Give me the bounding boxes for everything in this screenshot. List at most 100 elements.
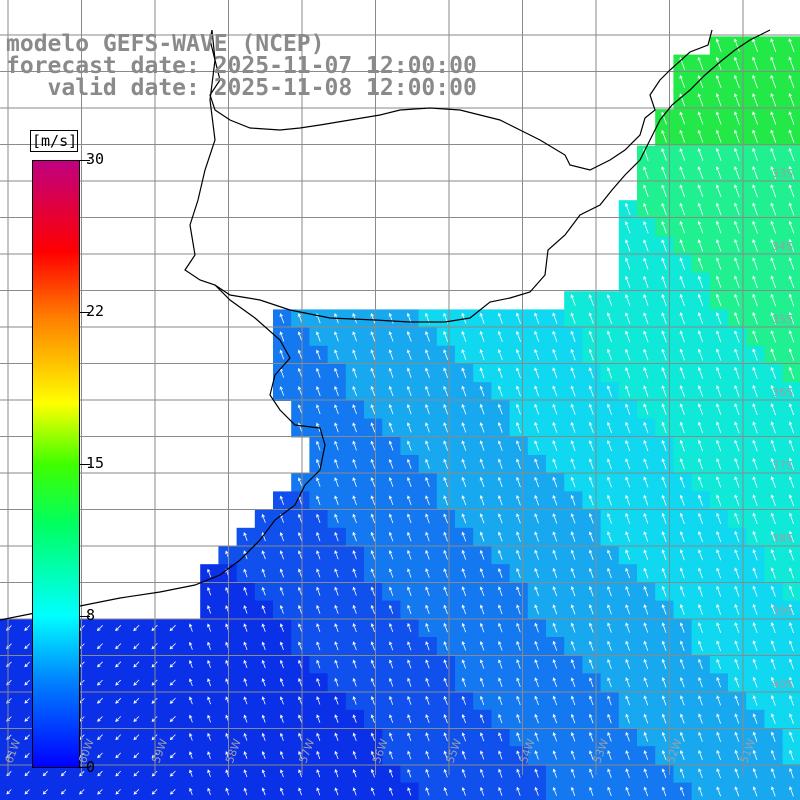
wind-cell bbox=[782, 582, 800, 602]
wind-arrow bbox=[189, 714, 193, 723]
wind-arrow bbox=[661, 750, 667, 760]
wind-cell bbox=[200, 782, 219, 800]
wind-arrow bbox=[570, 659, 576, 669]
wind-arrow bbox=[406, 367, 412, 379]
wind-arrow bbox=[480, 750, 485, 760]
wind-arrow bbox=[679, 293, 685, 307]
wind-arrow bbox=[388, 331, 394, 342]
wind-arrow bbox=[443, 330, 449, 342]
wind-arrow bbox=[607, 586, 612, 597]
wind-arrow bbox=[169, 643, 176, 650]
wind-arrow bbox=[169, 697, 176, 704]
wind-arrow bbox=[570, 640, 576, 651]
wind-arrow bbox=[261, 751, 266, 759]
wind-arrow bbox=[133, 643, 140, 650]
wind-arrow bbox=[389, 714, 394, 723]
wind-arrow bbox=[388, 531, 394, 542]
wind-cell bbox=[109, 673, 128, 693]
wind-arrow bbox=[698, 640, 703, 652]
wind-arrow bbox=[406, 331, 412, 342]
wind-arrow bbox=[625, 257, 631, 270]
wind-arrow bbox=[552, 732, 558, 742]
wind-cell bbox=[782, 709, 800, 729]
wind-arrow bbox=[534, 640, 539, 651]
wind-arrow bbox=[461, 476, 467, 488]
wind-arrow bbox=[279, 386, 285, 396]
wind-arrow bbox=[643, 348, 649, 361]
wind-arrow bbox=[770, 330, 776, 343]
wind-arrow bbox=[279, 495, 284, 505]
wind-cell bbox=[691, 782, 711, 800]
wind-arrow bbox=[770, 220, 777, 234]
wind-arrow bbox=[716, 640, 722, 652]
wind-arrow bbox=[570, 348, 576, 361]
wind-arrow bbox=[261, 714, 266, 723]
wind-arrow bbox=[788, 311, 795, 325]
wind-arrow bbox=[606, 330, 612, 343]
wind-arrow bbox=[498, 768, 503, 778]
wind-cell bbox=[782, 746, 800, 765]
wind-cell bbox=[709, 782, 729, 800]
wind-arrow bbox=[461, 677, 466, 687]
wind-arrow bbox=[279, 586, 284, 596]
wind-arrow bbox=[752, 293, 758, 307]
wind-arrow bbox=[625, 202, 631, 216]
wind-arrow bbox=[425, 404, 430, 415]
wind-arrow bbox=[715, 166, 722, 180]
wind-arrow bbox=[534, 494, 539, 506]
wind-arrow bbox=[643, 439, 649, 452]
wind-arrow bbox=[516, 312, 521, 324]
wind-arrow bbox=[24, 771, 30, 777]
wind-arrow bbox=[60, 770, 67, 777]
wind-arrow bbox=[607, 768, 612, 778]
wind-arrow bbox=[643, 385, 649, 397]
wind-arrow bbox=[279, 568, 284, 578]
wind-arrow bbox=[261, 678, 266, 687]
wind-arrow bbox=[479, 349, 485, 361]
wind-arrow bbox=[607, 640, 612, 651]
wind-arrow bbox=[425, 768, 430, 778]
wind-arrow bbox=[516, 385, 521, 397]
wind-arrow bbox=[425, 750, 430, 760]
wind-arrow bbox=[588, 312, 594, 324]
wind-arrow bbox=[225, 787, 230, 796]
wind-arrow bbox=[443, 659, 448, 669]
wind-arrow bbox=[643, 658, 649, 670]
wind-arrow bbox=[443, 531, 448, 542]
wind-arrow bbox=[207, 586, 212, 596]
wind-cell bbox=[782, 163, 800, 183]
wind-arrow bbox=[716, 695, 721, 706]
wind-arrow bbox=[789, 622, 794, 634]
wind-arrow bbox=[788, 93, 795, 107]
wind-arrow bbox=[643, 512, 649, 524]
wind-arrow bbox=[752, 257, 758, 270]
wind-arrow bbox=[734, 512, 740, 525]
wind-arrow bbox=[461, 568, 467, 578]
wind-arrow bbox=[479, 458, 485, 469]
wind-arrow bbox=[625, 348, 631, 361]
wind-arrow bbox=[734, 768, 740, 779]
wind-cell bbox=[782, 600, 800, 620]
wind-arrow bbox=[406, 385, 412, 397]
wind-arrow bbox=[679, 202, 685, 216]
wind-arrow bbox=[770, 257, 777, 270]
wind-arrow bbox=[716, 293, 722, 307]
wind-arrow bbox=[716, 439, 722, 452]
wind-arrow bbox=[643, 184, 649, 198]
wind-arrow bbox=[716, 531, 722, 543]
wind-arrow bbox=[661, 385, 667, 397]
wind-arrow bbox=[388, 422, 394, 433]
wind-arrow bbox=[425, 549, 430, 560]
wind-arrow bbox=[133, 697, 140, 704]
wind-arrow bbox=[279, 714, 284, 723]
colorbar-unit: [m/s] bbox=[32, 132, 78, 150]
wind-arrow bbox=[698, 768, 703, 779]
wind-arrow bbox=[570, 494, 576, 506]
wind-cell bbox=[273, 782, 292, 800]
wind-arrow bbox=[752, 786, 758, 797]
wind-arrow bbox=[97, 716, 103, 722]
wind-arrow bbox=[570, 531, 576, 542]
wind-arrow bbox=[552, 604, 558, 615]
wind-arrow bbox=[661, 531, 667, 543]
wind-arrow bbox=[97, 679, 103, 686]
